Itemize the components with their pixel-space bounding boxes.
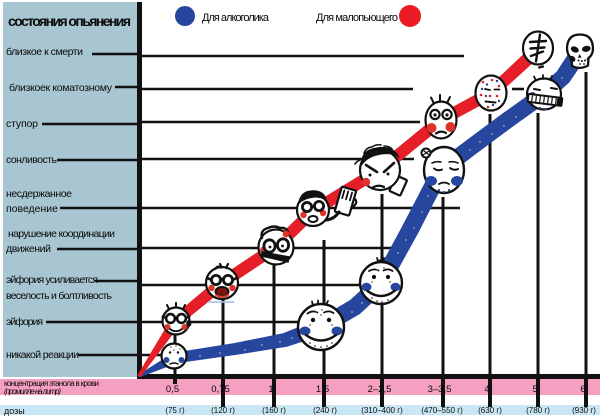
svg-text:0,5: 0,5 bbox=[166, 384, 179, 395]
svg-text:1,5: 1,5 bbox=[316, 384, 329, 395]
svg-text:сонливость: сонливость bbox=[6, 154, 58, 166]
svg-text:(780 г): (780 г) bbox=[526, 406, 550, 415]
svg-text:3–3,5: 3–3,5 bbox=[428, 384, 452, 395]
svg-text:(310–400 г): (310–400 г) bbox=[361, 406, 403, 415]
svg-text:(120 г): (120 г) bbox=[211, 406, 235, 415]
svg-text:близкое к смерти: близкое к смерти bbox=[6, 46, 83, 58]
svg-text:эйфория: эйфория bbox=[6, 316, 43, 328]
svg-text:2–2,5: 2–2,5 bbox=[368, 384, 392, 395]
svg-text:Для алкоголика: Для алкоголика bbox=[202, 12, 270, 24]
svg-text:5: 5 bbox=[532, 384, 537, 395]
svg-text:веселость и болтливость: веселость и болтливость bbox=[6, 290, 113, 302]
svg-text:(75 г): (75 г) bbox=[165, 406, 185, 415]
svg-text:(240 г): (240 г) bbox=[313, 406, 337, 415]
svg-text:(160 г): (160 г) bbox=[262, 406, 286, 415]
svg-text:близкоек коматозному: близкоек коматозному bbox=[9, 82, 113, 94]
svg-text:(630 г): (630 г) bbox=[478, 406, 502, 415]
svg-text:нарушение координации: нарушение координации bbox=[8, 228, 115, 240]
svg-text:поведение: поведение bbox=[6, 203, 58, 215]
svg-text:несдержанное: несдержанное bbox=[6, 188, 72, 200]
svg-text:(промилле на литр): (промилле на литр) bbox=[4, 387, 61, 396]
svg-text:(930 г): (930 г) bbox=[572, 406, 596, 415]
svg-text:движений: движений bbox=[6, 243, 51, 255]
svg-text:ступор: ступор bbox=[6, 118, 38, 130]
svg-text:Для малопьющего: Для малопьющего bbox=[316, 12, 398, 24]
svg-text:дозы: дозы bbox=[4, 406, 25, 416]
svg-text:эйфория усиливается: эйфория усиливается bbox=[6, 274, 98, 286]
svg-text:никакой реакции: никакой реакции bbox=[6, 349, 79, 361]
svg-text:(470–550 г): (470–550 г) bbox=[421, 406, 463, 415]
svg-text:1: 1 bbox=[268, 384, 273, 395]
svg-text:0,75: 0,75 bbox=[211, 384, 230, 395]
svg-text:6: 6 bbox=[580, 384, 585, 395]
svg-text:состояния опьянения: состояния опьянения bbox=[8, 13, 131, 29]
svg-text:концентрация этанола в крови: концентрация этанола в крови bbox=[4, 379, 99, 388]
svg-text:4: 4 bbox=[484, 384, 489, 395]
